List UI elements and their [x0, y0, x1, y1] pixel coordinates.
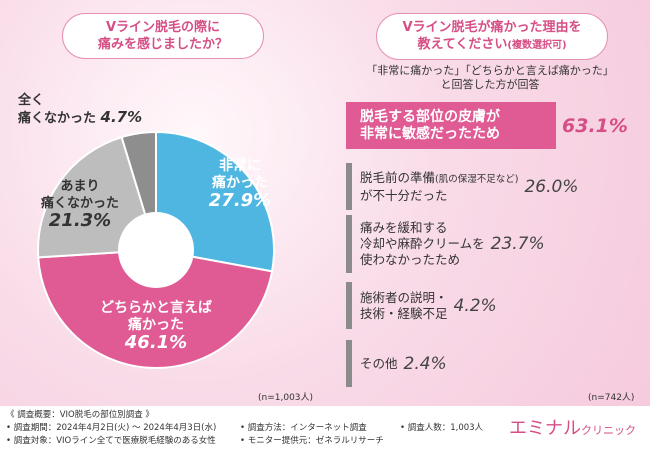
- pie-label-not-painful: 全く 痛くなかった 4.7%: [18, 92, 142, 127]
- bar-fill-cooling: [346, 215, 352, 273]
- survey-overview: 《 調査概要：VIO脱毛の部位別調査 》: [6, 410, 154, 420]
- right-question-line1: Vライン脱毛が痛かった理由を: [402, 20, 582, 35]
- pie-label-very-painful-line2: 痛かった: [212, 175, 268, 191]
- left-question-line2: 痛みを感じましたか？: [97, 37, 228, 52]
- bar-label-preparation-line1: 脱毛前の準備: [360, 169, 436, 185]
- bar-label-sensitive-skin: 脱毛する部位の皮膚が 非常に敏感だったため: [360, 102, 500, 149]
- pie-value-very-painful: 27.9%: [208, 190, 272, 211]
- bar-label-sensitive-skin-line1: 脱毛する部位の皮膚が: [360, 108, 500, 125]
- pie-label-somewhat-painful: どちらかと言えば 痛かった 46.1%: [86, 300, 226, 353]
- bar-label-practitioner-line2: 技術・経験不足: [360, 305, 448, 321]
- bar-value-other: 2.4%: [403, 353, 447, 374]
- bar-label-practitioner: 施術者の説明・ 技術・経験不足: [360, 282, 448, 329]
- pie-value-not-painful: 4.7%: [100, 108, 143, 126]
- pie-label-not-very-painful-line2: 痛くなかった: [40, 196, 119, 211]
- pie-label-not-very-painful: あまり 痛くなかった 21.3%: [28, 178, 132, 231]
- pie-label-somewhat-painful-line1: どちらかと言えば: [100, 300, 212, 316]
- bar-fill-practitioner: [346, 282, 352, 329]
- logo-main: エミナル: [509, 418, 581, 439]
- bar-value-cooling: 23.7%: [490, 234, 545, 254]
- pie-label-not-painful-line2: 痛くなかった: [18, 111, 97, 126]
- left-question: Vライン脱毛の際に 痛みを感じましたか？: [62, 13, 264, 59]
- monitor-provider: • モニター提供元：ゼネラルリサーチ: [240, 436, 384, 446]
- bar-label-practitioner-line1: 施術者の説明・: [360, 289, 448, 305]
- survey-count: • 調査人数：1,003人: [400, 423, 484, 433]
- pie-value-somewhat-painful: 46.1%: [124, 332, 188, 353]
- bar-value-preparation: 26.0%: [524, 176, 579, 197]
- pie-value-not-very-painful: 21.3%: [48, 210, 112, 231]
- bar-label-sensitive-skin-line2: 非常に敏感だったため: [360, 125, 500, 142]
- pie-label-very-painful-line1: 非常に: [219, 158, 261, 174]
- pie-label-very-painful: 非常に 痛かった 27.9%: [200, 158, 280, 211]
- pie-center-hole: [118, 212, 194, 288]
- respondent-note-line2: と回答した方が回答: [440, 78, 540, 91]
- bar-row-practitioner: 施術者の説明・ 技術・経験不足 4.2%: [346, 282, 636, 329]
- bar-row-preparation: 脱毛前の準備(肌の保湿不足など) が不十分だった 26.0%: [346, 163, 636, 210]
- bar-value-sensitive-skin: 63.1%: [562, 114, 628, 137]
- bar-label-other-line1: その他: [360, 355, 398, 371]
- eminal-clinic-logo: エミナルクリニック: [509, 414, 636, 440]
- right-n-note: (n=742人): [588, 393, 635, 403]
- respondent-note: 「非常に痛かった」「どちらかと言えば痛かった」 と回答した方が回答: [340, 64, 640, 92]
- bar-label-preparation-small: (肌の保湿不足など): [435, 173, 519, 185]
- pie-label-not-painful-line1: 全く: [18, 93, 45, 108]
- pie-label-somewhat-painful-line2: 痛かった: [128, 317, 184, 333]
- bar-fill-other: [346, 340, 352, 387]
- bar-fill-sensitive-skin: [346, 102, 556, 149]
- pie-label-not-very-painful-line1: あまり: [60, 179, 100, 194]
- left-question-line1: Vライン脱毛の際に: [105, 20, 221, 35]
- left-n-note: (n=1,003人): [258, 393, 314, 403]
- bar-label-cooling: 痛みを緩和する 冷却や麻酔クリームを 使わなかったため: [360, 215, 485, 273]
- bar-row-cooling: 痛みを緩和する 冷却や麻酔クリームを 使わなかったため 23.7%: [346, 215, 636, 273]
- logo-sub: クリニック: [581, 424, 636, 437]
- right-question: Vライン脱毛が痛かった理由を 教えてください(複数選択可): [376, 13, 608, 60]
- bar-value-practitioner: 4.2%: [453, 295, 497, 316]
- survey-method: • 調査方法：インターネット調査: [240, 423, 367, 433]
- bar-row-sensitive-skin: 脱毛する部位の皮膚が 非常に敏感だったため 63.1%: [346, 102, 636, 149]
- bar-label-cooling-line2: 冷却や麻酔クリームを: [360, 236, 485, 251]
- survey-target: • 調査対象：VIOライン全てで医療脱毛経験のある女性: [6, 436, 216, 446]
- respondent-note-line1: 「非常に痛かった」「どちらかと言えば痛かった」: [366, 64, 614, 77]
- bar-label-cooling-line3: 使わなかったため: [360, 252, 461, 267]
- right-question-line2: 教えてください: [417, 37, 508, 52]
- bar-label-other: その他: [360, 340, 398, 387]
- bar-label-cooling-line1: 痛みを緩和する: [360, 220, 448, 235]
- pie-chart: [37, 130, 275, 369]
- bar-label-preparation-line2: が不十分だった: [360, 187, 448, 203]
- right-question-suffix: (複数選択可): [507, 40, 567, 51]
- pie-slice-somewhat-painful: [37, 248, 274, 369]
- bar-label-preparation: 脱毛前の準備(肌の保湿不足など) が不十分だった: [360, 163, 518, 210]
- bar-fill-preparation: [346, 163, 352, 210]
- footer: 《 調査概要：VIO脱毛の部位別調査 》 • 調査期間：2024年4月2日(火)…: [0, 406, 650, 450]
- survey-period: • 調査期間：2024年4月2日(火) 〜 2024年4月3日(水): [6, 423, 217, 433]
- bar-row-other: その他 2.4%: [346, 340, 636, 387]
